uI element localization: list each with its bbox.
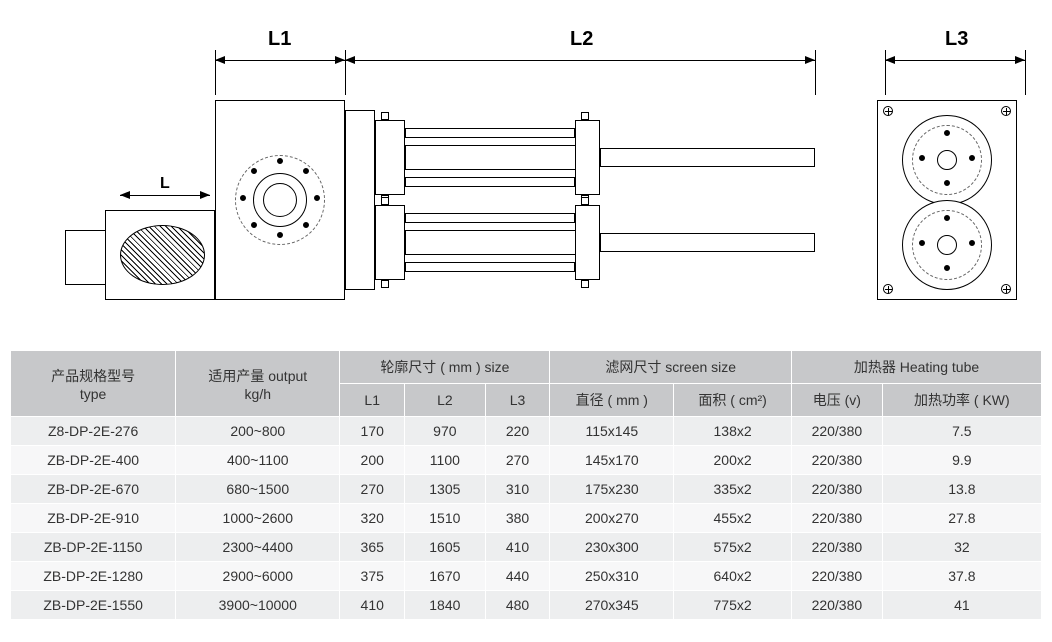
col-header: 滤网尺寸 screen size	[550, 351, 792, 384]
table-cell: 1000~2600	[176, 504, 340, 533]
sub-header: 面积 ( cm²)	[674, 384, 792, 417]
table-row: ZB-DP-2E-400400~11002001100270145x170200…	[11, 446, 1042, 475]
table-cell: 1305	[405, 475, 485, 504]
sub-header: 加热功率 ( KW)	[882, 384, 1041, 417]
table-cell: 270x345	[550, 591, 674, 620]
sub-header: 直径 ( mm )	[550, 384, 674, 417]
table-cell: 410	[340, 591, 405, 620]
table-cell: 270	[485, 446, 550, 475]
table-cell: ZB-DP-2E-910	[11, 504, 176, 533]
table-cell: ZB-DP-2E-1150	[11, 533, 176, 562]
table-cell: ZB-DP-2E-1280	[11, 562, 176, 591]
table-cell: 9.9	[882, 446, 1041, 475]
table-cell: 775x2	[674, 591, 792, 620]
table-cell: 2300~4400	[176, 533, 340, 562]
table-row: ZB-DP-2E-12802900~60003751670440250x3106…	[11, 562, 1042, 591]
table-row: ZB-DP-2E-11502300~44003651605410230x3005…	[11, 533, 1042, 562]
table-cell: 2900~6000	[176, 562, 340, 591]
table-cell: 1100	[405, 446, 485, 475]
piston-rod-bottom	[600, 233, 815, 252]
piston-rod-top	[600, 148, 815, 167]
table-cell: 170	[340, 417, 405, 446]
table-cell: 230x300	[550, 533, 674, 562]
screen-hatch	[120, 225, 205, 285]
table-cell: 480	[485, 591, 550, 620]
table-cell: 220/380	[792, 562, 883, 591]
table-cell: 250x310	[550, 562, 674, 591]
table-cell: 27.8	[882, 504, 1041, 533]
main-view: L W	[65, 100, 815, 320]
sub-header: L1	[340, 384, 405, 417]
table-row: ZB-DP-2E-670680~15002701305310175x230335…	[11, 475, 1042, 504]
dim-L1: L1	[268, 28, 291, 51]
table-cell: 335x2	[674, 475, 792, 504]
table-row: ZB-DP-2E-9101000~26003201510380200x27045…	[11, 504, 1042, 533]
table-cell: 220	[485, 417, 550, 446]
table-cell: 145x170	[550, 446, 674, 475]
col-header: 适用产量 outputkg/h	[176, 351, 340, 417]
table-cell: 220/380	[792, 504, 883, 533]
table-cell: 41	[882, 591, 1041, 620]
table-cell: 1605	[405, 533, 485, 562]
dim-L3: L3	[945, 28, 968, 51]
spec-table: 产品规格型号type适用产量 outputkg/h轮廓尺寸 ( mm ) siz…	[10, 350, 1042, 620]
table-cell: 365	[340, 533, 405, 562]
table-cell: 200~800	[176, 417, 340, 446]
dim-L2: L2	[570, 28, 593, 51]
table-cell: 220/380	[792, 446, 883, 475]
table-cell: 680~1500	[176, 475, 340, 504]
table-cell: 3900~10000	[176, 591, 340, 620]
table-cell: 175x230	[550, 475, 674, 504]
table-cell: 200x2	[674, 446, 792, 475]
col-header: 轮廓尺寸 ( mm ) size	[340, 351, 550, 384]
table-cell: 310	[485, 475, 550, 504]
table-cell: 7.5	[882, 417, 1041, 446]
dimline-L3	[885, 60, 1025, 61]
table-cell: 220/380	[792, 591, 883, 620]
table-cell: 320	[340, 504, 405, 533]
table-cell: Z8-DP-2E-276	[11, 417, 176, 446]
table-cell: ZB-DP-2E-670	[11, 475, 176, 504]
sub-header: 电压 (v)	[792, 384, 883, 417]
diagram-area: L1 L2 L3 L W	[10, 10, 1042, 340]
table-cell: 1840	[405, 591, 485, 620]
table-cell: 380	[485, 504, 550, 533]
sub-header: L3	[485, 384, 550, 417]
table-cell: ZB-DP-2E-1550	[11, 591, 176, 620]
table-cell: ZB-DP-2E-400	[11, 446, 176, 475]
table-cell: 270	[340, 475, 405, 504]
table-cell: 200	[340, 446, 405, 475]
dimline-L1	[215, 60, 345, 61]
table-cell: 1510	[405, 504, 485, 533]
table-cell: 37.8	[882, 562, 1041, 591]
table-cell: 455x2	[674, 504, 792, 533]
table-row: Z8-DP-2E-276200~800170970220115x145138x2…	[11, 417, 1042, 446]
table-row: ZB-DP-2E-15503900~100004101840480270x345…	[11, 591, 1042, 620]
table-cell: 220/380	[792, 417, 883, 446]
table-cell: 13.8	[882, 475, 1041, 504]
sub-header: L2	[405, 384, 485, 417]
table-cell: 410	[485, 533, 550, 562]
table-cell: 575x2	[674, 533, 792, 562]
side-view	[877, 100, 1032, 320]
table-cell: 115x145	[550, 417, 674, 446]
table-cell: 220/380	[792, 475, 883, 504]
col-header: 加热器 Heating tube	[792, 351, 1042, 384]
table-cell: 400~1100	[176, 446, 340, 475]
dimline-L2	[345, 60, 815, 61]
table-cell: 970	[405, 417, 485, 446]
col-header: 产品规格型号type	[11, 351, 176, 417]
table-cell: 220/380	[792, 533, 883, 562]
table-cell: 375	[340, 562, 405, 591]
table-cell: 32	[882, 533, 1041, 562]
table-cell: 440	[485, 562, 550, 591]
table-cell: 200x270	[550, 504, 674, 533]
table-cell: 138x2	[674, 417, 792, 446]
table-cell: 640x2	[674, 562, 792, 591]
table-cell: 1670	[405, 562, 485, 591]
